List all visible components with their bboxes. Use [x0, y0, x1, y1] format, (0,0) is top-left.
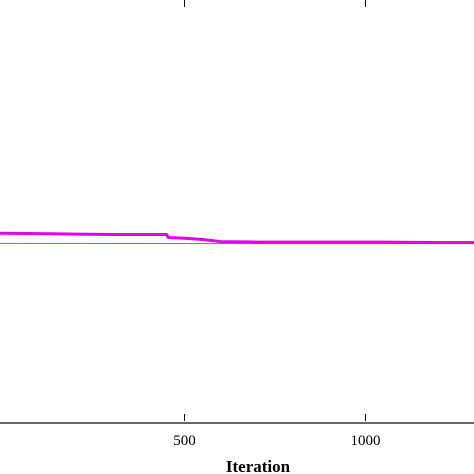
tick-layer: 500 1000 [173, 0, 380, 449]
series-line-1 [0, 231, 474, 244]
plot-frame [0, 422, 474, 424]
x-tick-label-500: 500 [173, 433, 196, 449]
x-axis-label: Iteration [226, 457, 291, 474]
series-layer [0, 231, 474, 245]
x-tick-label-1000: 1000 [350, 433, 380, 449]
